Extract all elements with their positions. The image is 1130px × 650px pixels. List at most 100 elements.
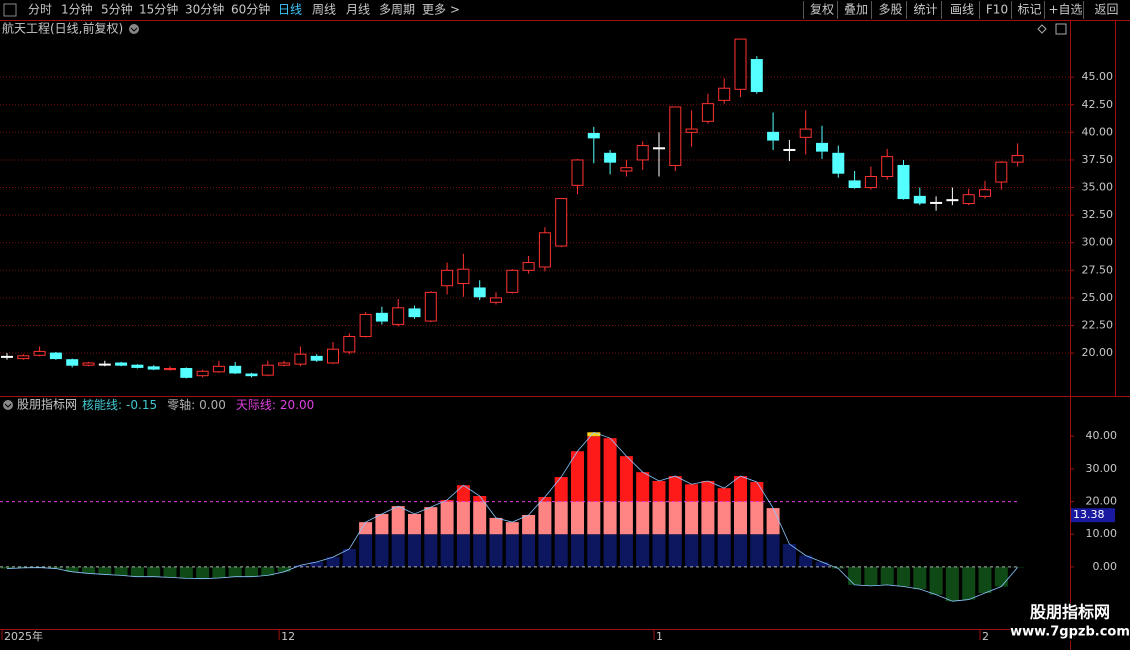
candle-body [343,336,356,353]
candle-body [962,194,975,205]
candle-body [17,355,30,360]
candle-body [620,167,633,172]
indicator-bar-segment [571,451,584,502]
indicator-bar-segment [652,501,666,535]
indicator-bar-segment [717,488,731,502]
indicator-bar-segment [587,534,601,567]
indicator-bar-segment [587,432,601,437]
candle-body [555,198,568,247]
candle-body [294,353,307,365]
toolbar-button[interactable]: 复权 [810,3,834,17]
indicator-bar-segment [456,534,470,567]
candle-body [799,128,812,138]
indicator-bar-segment [538,501,552,535]
indicator-bar-segment [750,534,764,567]
toolbar-button[interactable]: 统计 [913,3,937,17]
indicator-bar [897,566,910,587]
y-tick-label: 20.00 [1082,346,1114,359]
toolbar-tab[interactable]: 月线 [346,3,370,17]
toolbar-tab[interactable]: 更多 > [422,3,460,17]
dropdown-icon[interactable] [129,24,139,34]
indicator-bar-segment [522,514,536,535]
indicator-bar-segment [587,436,601,502]
indicator-bar-segment [440,534,454,567]
indicator-bar-segment [734,534,747,567]
candle-body [946,199,959,202]
candle-body [392,307,405,325]
toolbar-tab[interactable]: 60分钟 [231,2,270,17]
indicator-bar-segment [636,501,650,535]
candle-body [506,269,519,293]
indicator-bar-segment [408,513,421,535]
indicator-bar-segment [603,438,617,502]
toolbar-tab[interactable]: 1分钟 [61,2,93,17]
indicator-bar-segment [489,517,503,535]
toolbar-tab[interactable]: 周线 [312,3,336,17]
indicator-bar-segment [734,476,747,502]
indicator-bar [962,566,976,600]
dropdown-arrow [130,27,138,32]
indicator-title: 股朋指标网 [17,397,77,412]
candle-body [245,373,258,377]
indicator-bar-segment [505,534,519,567]
candle-body [196,370,209,377]
indicator-bar-segment [685,534,699,567]
indicator-bar-segment [473,496,487,502]
toolbar-tab[interactable]: 分时 [28,3,52,17]
toolbar-button[interactable]: 叠加 [844,3,868,17]
toolbar-button[interactable]: 标记 [1017,3,1041,17]
indicator-bar-segment [668,501,682,535]
toolbar-button[interactable]: +自选 [1048,3,1082,17]
legend-value: -0.15 [126,398,157,412]
candle-body [995,161,1008,183]
toolbar-tab[interactable]: 5分钟 [101,2,133,17]
candle-body [490,297,502,303]
candle-body [881,156,894,177]
indicator-bar-segment [424,507,438,535]
indicator-bar-segment [554,477,568,502]
indicator-bar-segment [554,501,568,535]
toolbar-tab[interactable]: 日线 [278,3,302,17]
candle-body [636,145,649,161]
y-tick-label: 45.00 [1082,70,1114,83]
indicator-bar [130,566,144,577]
watermark-url: www.7gpzb.com [1010,625,1130,640]
dropdown-icon[interactable] [3,400,13,410]
candle-body [278,362,291,366]
candle-body [783,148,796,151]
diamond-icon[interactable] [1037,24,1047,34]
candle-body [473,287,486,298]
indicator-bar-segment [766,508,780,535]
panel-icon[interactable] [1055,23,1067,35]
y-tick-label: 40.00 [1082,125,1114,138]
candle-body [131,364,144,368]
candle-body [669,106,682,166]
candle-body [408,308,421,318]
candle-body [147,366,160,370]
candle-body [66,359,79,366]
indicator-bar [848,566,862,585]
y-tick-label: 42.50 [1082,98,1114,111]
x-tick-label: 2025年 [4,629,43,643]
x-tick-label: 1 [656,630,663,643]
toolbar-tab[interactable]: 30分钟 [185,2,224,17]
indicator-bar-segment [489,534,503,567]
toolbar-tab[interactable]: 多周期 [379,3,415,17]
y-tick-label: 40.00 [1086,429,1118,442]
indicator-bar-segment [766,534,780,567]
toolbar-tab[interactable]: 15分钟 [139,2,178,17]
candle-body [457,268,470,285]
toolbar-button[interactable]: 返回 [1094,3,1118,17]
indicator-bar-segment [701,480,715,502]
indicator-bar-segment [310,562,324,567]
candle-body [848,180,861,189]
toolbar-button[interactable]: 画线 [950,3,974,17]
toolbar-button[interactable]: 多股 [878,3,902,17]
watermark-bg [1010,603,1130,641]
candle-body [571,159,584,186]
menu-icon[interactable] [3,3,17,17]
toolbar-button[interactable]: F10 [986,3,1008,17]
indicator-bar [114,566,128,576]
indicator-bar-segment [750,501,764,535]
candle-body [930,201,943,204]
